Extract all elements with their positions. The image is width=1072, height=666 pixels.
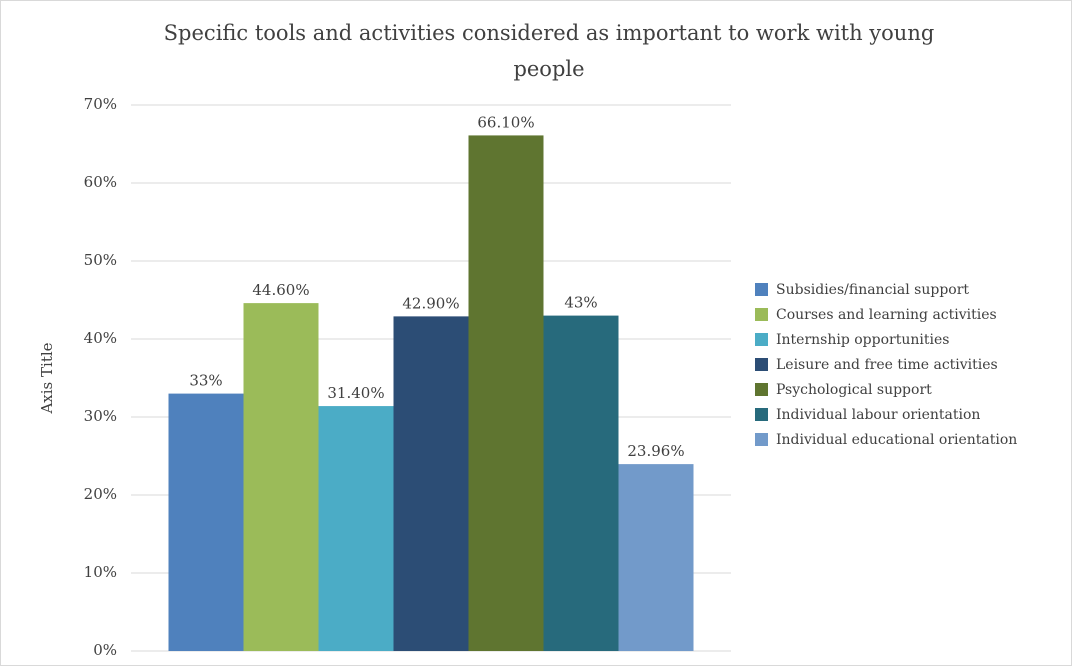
data-label: 66.10%	[477, 113, 534, 131]
y-tick-label: 60%	[84, 173, 117, 191]
bar	[168, 393, 244, 651]
bar	[243, 303, 319, 651]
y-tick-label: 30%	[84, 407, 117, 425]
legend-swatch	[755, 333, 768, 346]
legend-label: Internship opportunities	[776, 332, 950, 348]
y-axis-title: Axis Title	[38, 342, 56, 414]
data-label: 42.90%	[402, 294, 459, 312]
legend-label: Leisure and free time activities	[776, 357, 998, 373]
legend-label: Individual educational orientation	[776, 432, 1018, 448]
legend-swatch	[755, 308, 768, 321]
bar	[543, 315, 619, 651]
legend-swatch	[755, 283, 768, 296]
chart-title: Specific tools and activities considered…	[163, 21, 935, 81]
legend-swatch	[755, 383, 768, 396]
bar	[318, 406, 394, 651]
legend-item: Individual labour orientation	[755, 404, 1055, 426]
data-label: 23.96%	[627, 442, 684, 460]
legend-swatch	[755, 433, 768, 446]
legend-label: Subsidies/financial support	[776, 282, 970, 298]
y-tick-label: 70%	[84, 95, 117, 113]
legend-item: Internship opportunities	[755, 329, 1055, 351]
y-tick-label: 10%	[84, 563, 117, 581]
legend-item: Leisure and free time activities	[755, 354, 1055, 376]
bar	[393, 316, 469, 651]
y-tick-label: 50%	[84, 251, 117, 269]
data-label: 33%	[189, 372, 222, 390]
y-tick-label: 40%	[84, 329, 117, 347]
legend-label: Psychological support	[776, 382, 932, 398]
legend-item: Subsidies/financial support	[755, 279, 1055, 301]
legend-label: Courses and learning activities	[776, 307, 997, 323]
bar	[618, 464, 694, 651]
legend-swatch	[755, 358, 768, 371]
legend-item: Individual educational orientation	[755, 429, 1055, 451]
y-tick-label: 20%	[84, 485, 117, 503]
data-label: 31.40%	[327, 384, 384, 402]
legend: Subsidies/financial support Courses and l…	[755, 279, 1055, 454]
legend-swatch	[755, 408, 768, 421]
bar	[468, 135, 544, 652]
data-label: 44.60%	[252, 281, 309, 299]
legend-label: Individual labour orientation	[776, 407, 981, 423]
legend-item: Courses and learning activities	[755, 304, 1055, 326]
legend-item: Psychological support	[755, 379, 1055, 401]
data-label: 43%	[564, 294, 597, 312]
y-tick-label: 0%	[93, 641, 117, 659]
